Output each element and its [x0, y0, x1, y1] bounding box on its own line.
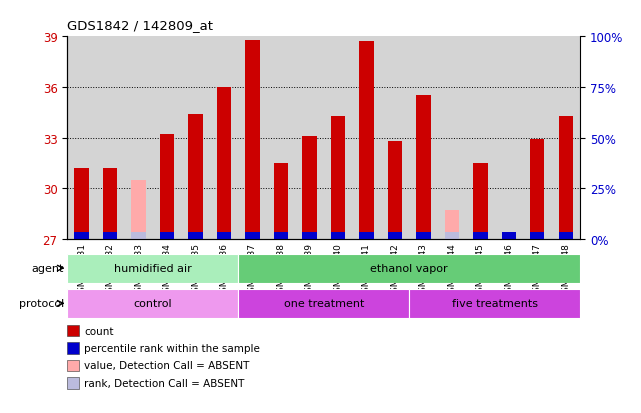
Text: GDS1842 / 142809_at: GDS1842 / 142809_at	[67, 19, 213, 31]
Bar	[331, 116, 345, 240]
Text: value, Detection Call = ABSENT: value, Detection Call = ABSENT	[84, 361, 249, 370]
Bar	[445, 232, 459, 240]
Bar	[473, 164, 488, 240]
Bar	[238, 289, 409, 318]
Bar	[331, 232, 345, 240]
Text: rank, Detection Call = ABSENT: rank, Detection Call = ABSENT	[84, 378, 244, 388]
Bar	[67, 254, 238, 283]
Bar	[360, 42, 374, 240]
Bar	[416, 96, 431, 240]
Bar	[530, 232, 544, 240]
Bar	[360, 232, 374, 240]
Bar	[502, 235, 516, 240]
Bar	[103, 169, 117, 240]
Bar	[131, 232, 146, 240]
Text: percentile rank within the sample: percentile rank within the sample	[84, 343, 260, 353]
Bar	[530, 140, 544, 240]
Bar	[74, 169, 88, 240]
Bar	[388, 142, 402, 240]
Bar	[274, 232, 288, 240]
Bar	[246, 232, 260, 240]
Bar	[188, 232, 203, 240]
Text: one treatment: one treatment	[283, 299, 364, 309]
Bar	[559, 116, 573, 240]
Bar	[238, 254, 580, 283]
Text: ethanol vapor: ethanol vapor	[370, 263, 448, 273]
Bar	[67, 289, 238, 318]
Bar	[217, 88, 231, 240]
Bar	[103, 232, 117, 240]
Bar	[74, 232, 88, 240]
Bar	[502, 232, 516, 240]
Bar	[217, 232, 231, 240]
Bar	[131, 180, 146, 240]
Text: protocol: protocol	[19, 299, 64, 309]
Bar	[188, 115, 203, 240]
Bar	[274, 164, 288, 240]
Bar	[416, 232, 431, 240]
Bar	[131, 232, 146, 240]
Text: control: control	[133, 299, 172, 309]
Bar	[445, 232, 459, 240]
Bar	[160, 232, 174, 240]
Bar	[160, 135, 174, 240]
Text: count: count	[84, 326, 113, 336]
Text: humidified air: humidified air	[114, 263, 192, 273]
Bar	[445, 211, 459, 240]
Bar	[246, 40, 260, 240]
Bar	[303, 232, 317, 240]
Bar	[409, 289, 580, 318]
Bar	[388, 232, 402, 240]
Bar	[559, 232, 573, 240]
Text: agent: agent	[31, 263, 64, 273]
Text: five treatments: five treatments	[452, 299, 538, 309]
Bar	[303, 137, 317, 240]
Bar	[473, 232, 488, 240]
